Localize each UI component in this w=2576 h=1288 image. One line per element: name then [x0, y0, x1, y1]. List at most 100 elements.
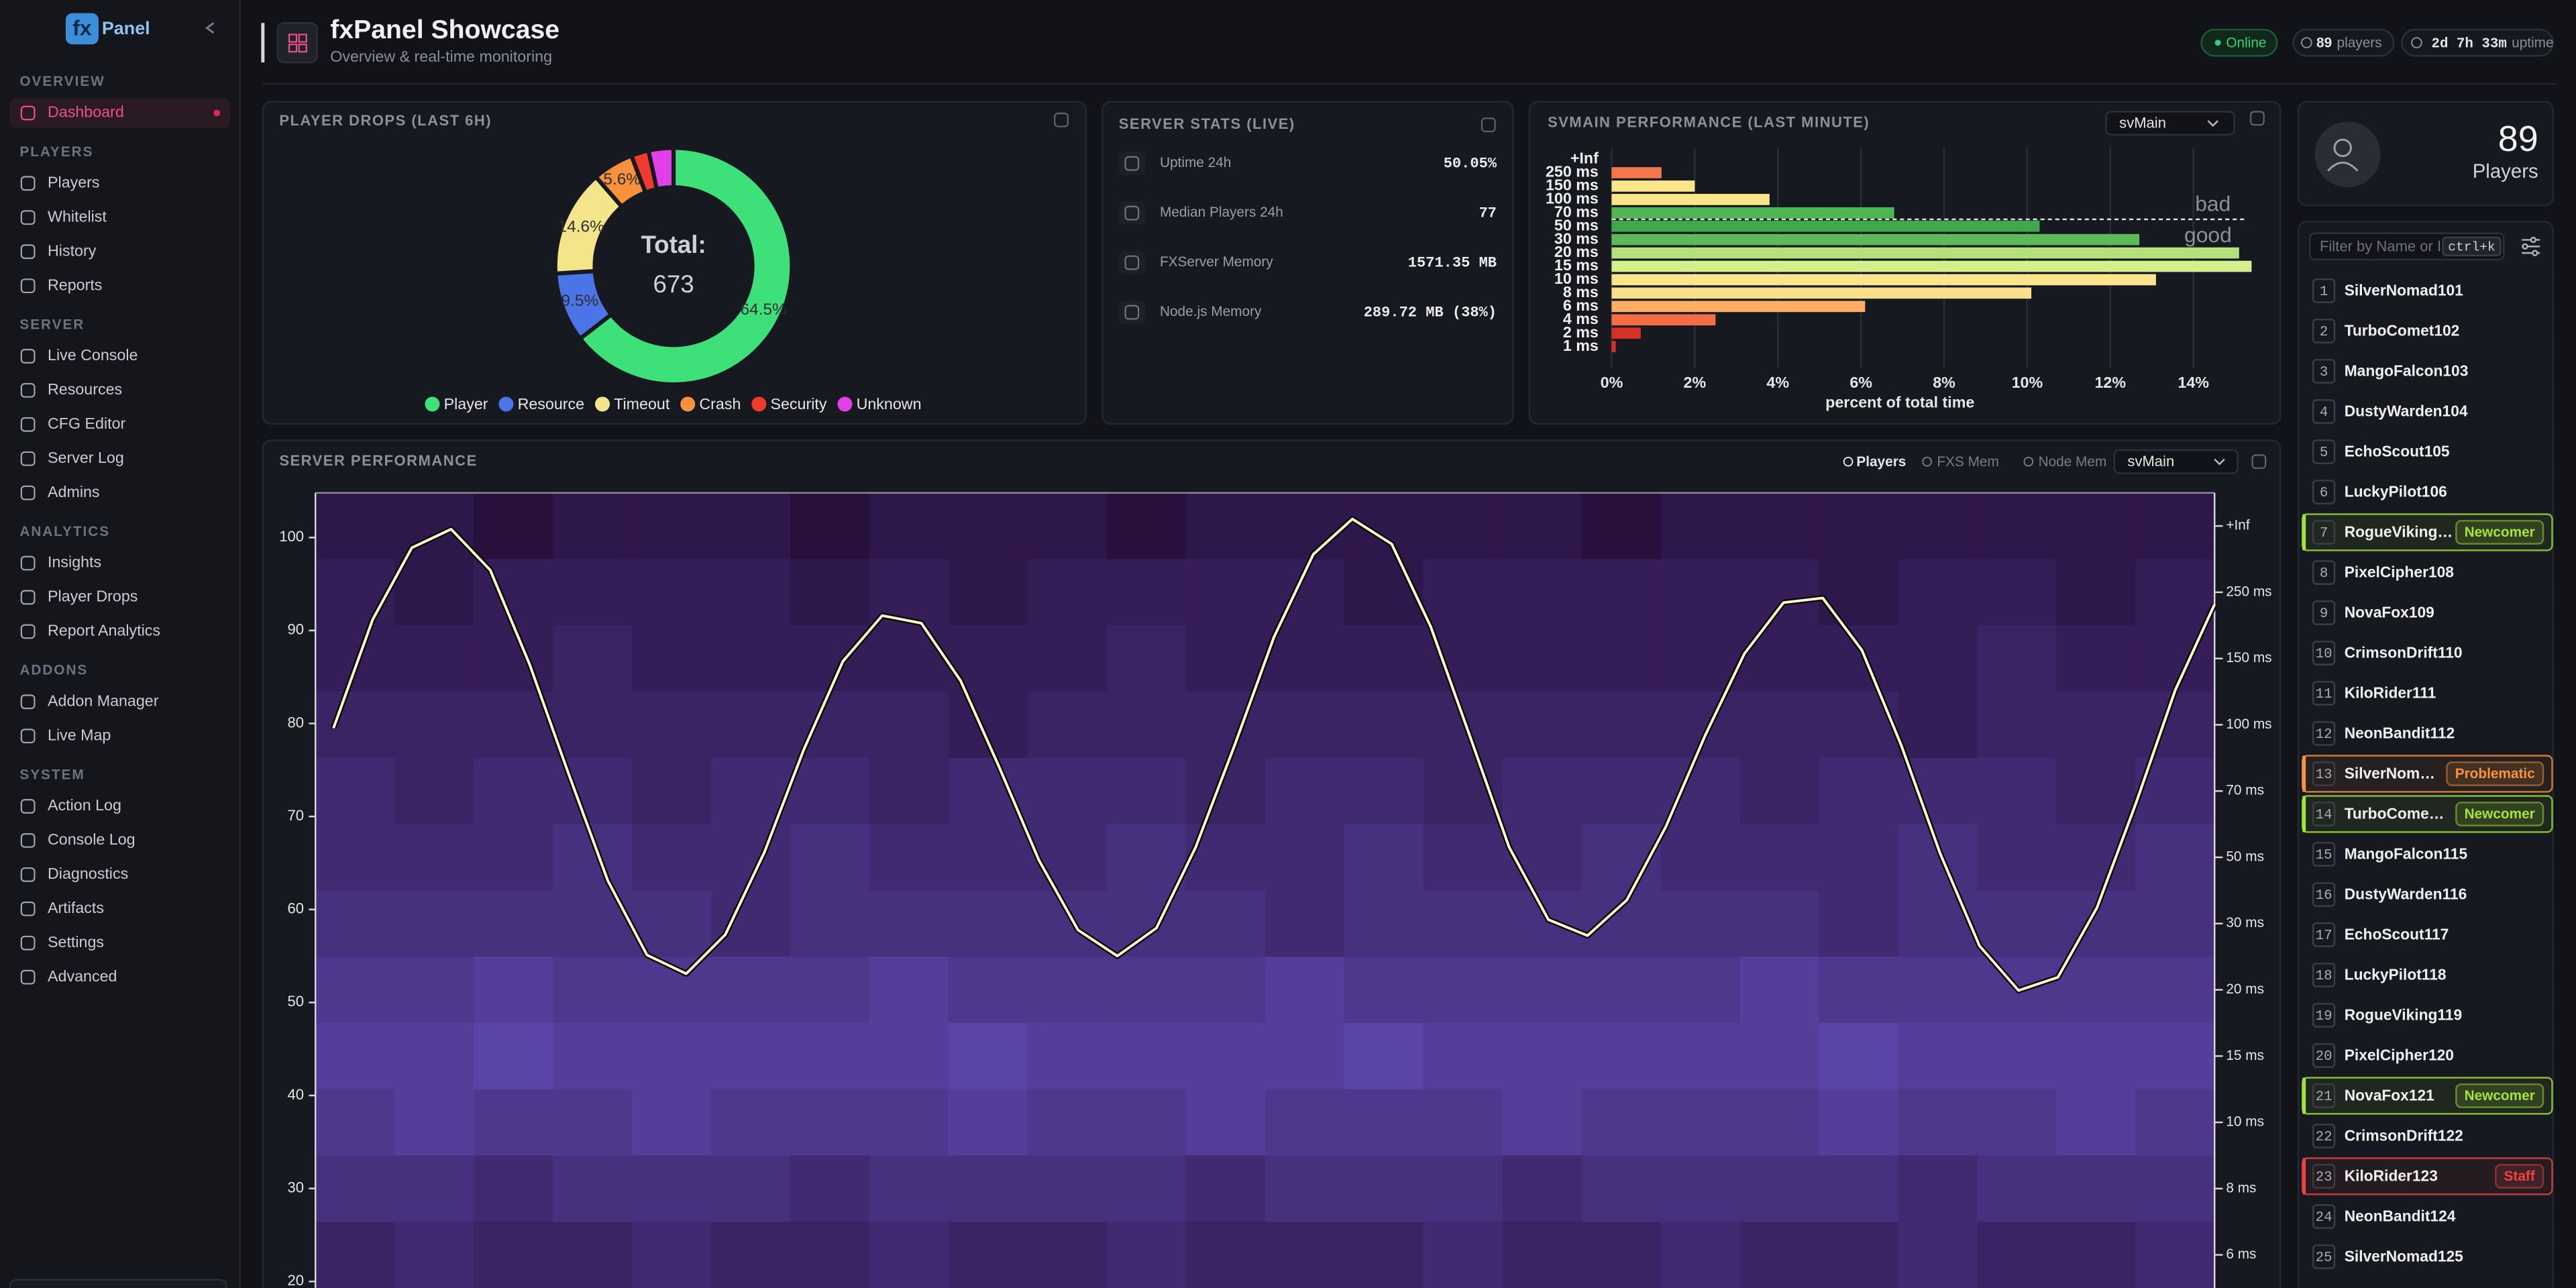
player-name[interactable]: TurboCome…	[2345, 805, 2445, 822]
nav-label[interactable]: History	[48, 241, 97, 259]
player-row[interactable]: 16 DustyWarden116	[2302, 876, 2553, 913]
player-name[interactable]: MangoFalcon115	[2345, 845, 2468, 863]
player-name[interactable]: RogueViking…	[2345, 523, 2453, 541]
select[interactable]	[2113, 449, 2239, 474]
player-name[interactable]: SilverNomad101	[2345, 282, 2463, 299]
collapse-button[interactable]	[205, 22, 215, 34]
player-name[interactable]: CrimsonDrift110	[2345, 644, 2463, 661]
nav-item[interactable]: Artifacts	[20, 899, 104, 916]
nav-label[interactable]: Reports	[48, 276, 102, 293]
nav-item[interactable]: Addon Manager	[20, 692, 159, 709]
player-name[interactable]: KiloRider123	[2345, 1167, 2438, 1185]
nav-label[interactable]: Whitelist	[48, 207, 107, 225]
player-name[interactable]: MangoFalcon103	[2345, 362, 2469, 380]
nav-item[interactable]: Reports	[20, 276, 103, 293]
player-row[interactable]: 13 SilverNom… Problematic	[2302, 755, 2553, 793]
player-row[interactable]: 24 NeonBandit124	[2302, 1198, 2553, 1235]
nav-label[interactable]: Report Analytics	[48, 622, 160, 639]
player-row[interactable]: 11 KiloRider111	[2302, 675, 2553, 712]
player-row[interactable]: 20 PixelCipher120	[2302, 1037, 2553, 1074]
nav-item[interactable]: Diagnostics	[20, 865, 128, 882]
toggle-label[interactable]: FXS Mem	[1937, 454, 1998, 470]
player-name[interactable]: LuckyPilot118	[2345, 966, 2447, 983]
player-name[interactable]: EchoScout105	[2345, 443, 2450, 460]
player-row[interactable]: 8 PixelCipher108	[2302, 554, 2553, 591]
player-row[interactable]: 21 NovaFox121 Newcomer	[2302, 1077, 2553, 1115]
nav-item[interactable]: Server Log	[20, 449, 124, 466]
nav-item[interactable]: Settings	[20, 933, 104, 951]
nav-item[interactable]: Report Analytics	[20, 622, 160, 639]
nav-item[interactable]: Console Log	[20, 830, 136, 848]
player-row[interactable]: 1 SilverNomad101	[2302, 272, 2553, 309]
nav-item[interactable]: Whitelist	[20, 207, 107, 225]
nav-item[interactable]: History	[20, 241, 97, 259]
player-name[interactable]: NovaFox109	[2345, 604, 2434, 621]
nav-item[interactable]: Live Console	[20, 346, 138, 364]
nav-label[interactable]: Artifacts	[48, 899, 104, 916]
series-toggle[interactable]: Players	[1843, 454, 1907, 470]
player-name[interactable]: NeonBandit124	[2345, 1208, 2456, 1225]
select-value[interactable]: svMain	[2119, 115, 2166, 131]
nav-label[interactable]: Action Log	[48, 796, 121, 814]
player-name[interactable]: EchoScout117	[2345, 926, 2449, 943]
player-row[interactable]: 7 RogueViking… Newcomer	[2302, 513, 2553, 551]
player-row[interactable]: 3 MangoFalcon103	[2302, 353, 2553, 390]
player-row[interactable]: 10 CrimsonDrift110	[2302, 635, 2553, 672]
nav-label[interactable]: Players	[48, 173, 100, 191]
series-toggle[interactable]: FXS Mem	[1922, 454, 1999, 470]
player-row[interactable]: 25 SilverNomad125	[2302, 1238, 2553, 1275]
nav-item[interactable]: Dashboard	[9, 98, 230, 128]
nav-label[interactable]: Insights	[48, 553, 101, 571]
player-name[interactable]: DustyWarden116	[2345, 885, 2467, 903]
player-name[interactable]: NovaFox121	[2345, 1087, 2434, 1104]
player-row[interactable]: 5 EchoScout105	[2302, 433, 2553, 470]
player-name[interactable]: PixelCipher120	[2345, 1046, 2454, 1064]
nav-label[interactable]: Resources	[48, 380, 122, 398]
player-row[interactable]: 12 NeonBandit112	[2302, 715, 2553, 752]
nav-item[interactable]: Advanced	[20, 967, 117, 985]
player-name[interactable]: DustyWarden104	[2345, 402, 2468, 420]
player-row[interactable]: 17 EchoScout117	[2302, 916, 2553, 953]
player-name[interactable]: PixelCipher108	[2345, 564, 2454, 581]
select[interactable]	[2105, 111, 2235, 136]
player-row[interactable]: 19 RogueViking119	[2302, 997, 2553, 1034]
player-name[interactable]: TurboComet102	[2345, 322, 2460, 339]
nav-label[interactable]: Settings	[48, 933, 104, 951]
toggle-label[interactable]: Node Mem	[2039, 454, 2107, 470]
player-row[interactable]: 4 DustyWarden104	[2302, 393, 2553, 430]
nav-label[interactable]: Player Drops	[48, 588, 138, 605]
player-row[interactable]: 14 TurboCome… Newcomer	[2302, 795, 2553, 833]
filter-settings-button[interactable]	[2522, 236, 2540, 256]
nav-item[interactable]: Insights	[20, 553, 101, 571]
player-name[interactable]: CrimsonDrift122	[2345, 1127, 2463, 1144]
player-row[interactable]: 9 NovaFox109	[2302, 594, 2553, 631]
player-name[interactable]: NeonBandit112	[2345, 724, 2455, 742]
nav-label[interactable]: Live Console	[48, 346, 138, 364]
player-row[interactable]: 6 LuckyPilot106	[2302, 474, 2553, 511]
nav-label[interactable]: Live Map	[48, 726, 111, 743]
series-toggle[interactable]: Node Mem	[2023, 454, 2107, 470]
player-row[interactable]: 18 LuckyPilot118	[2302, 957, 2553, 994]
player-row[interactable]: 22 CrimsonDrift122	[2302, 1118, 2553, 1155]
player-name[interactable]: SilverNomad125	[2345, 1248, 2463, 1265]
player-name[interactable]: KiloRider111	[2345, 684, 2436, 702]
nav-label[interactable]: Admins	[48, 483, 100, 500]
nav-label[interactable]: CFG Editor	[48, 415, 126, 432]
nav-item[interactable]: Players	[20, 173, 100, 191]
player-name[interactable]: RogueViking119	[2345, 1006, 2462, 1024]
nav-item[interactable]: CFG Editor	[20, 415, 126, 432]
nav-item[interactable]: Live Map	[20, 726, 111, 743]
player-name[interactable]: SilverNom…	[2345, 765, 2435, 782]
nav-item[interactable]: Admins	[20, 483, 100, 500]
nav-label[interactable]: Dashboard	[48, 103, 124, 121]
select-value[interactable]: svMain	[2127, 453, 2174, 470]
nav-item[interactable]: Resources	[20, 380, 122, 398]
nav-label[interactable]: Console Log	[48, 830, 136, 848]
player-row[interactable]: 15 MangoFalcon115	[2302, 836, 2553, 873]
nav-label[interactable]: Diagnostics	[48, 865, 128, 882]
nav-item[interactable]: Player Drops	[20, 588, 138, 605]
player-name[interactable]: LuckyPilot106	[2345, 483, 2447, 500]
player-row[interactable]: 2 TurboComet102	[2302, 313, 2553, 350]
nav-label[interactable]: Server Log	[48, 449, 124, 466]
nav-item[interactable]: Action Log	[20, 796, 121, 814]
